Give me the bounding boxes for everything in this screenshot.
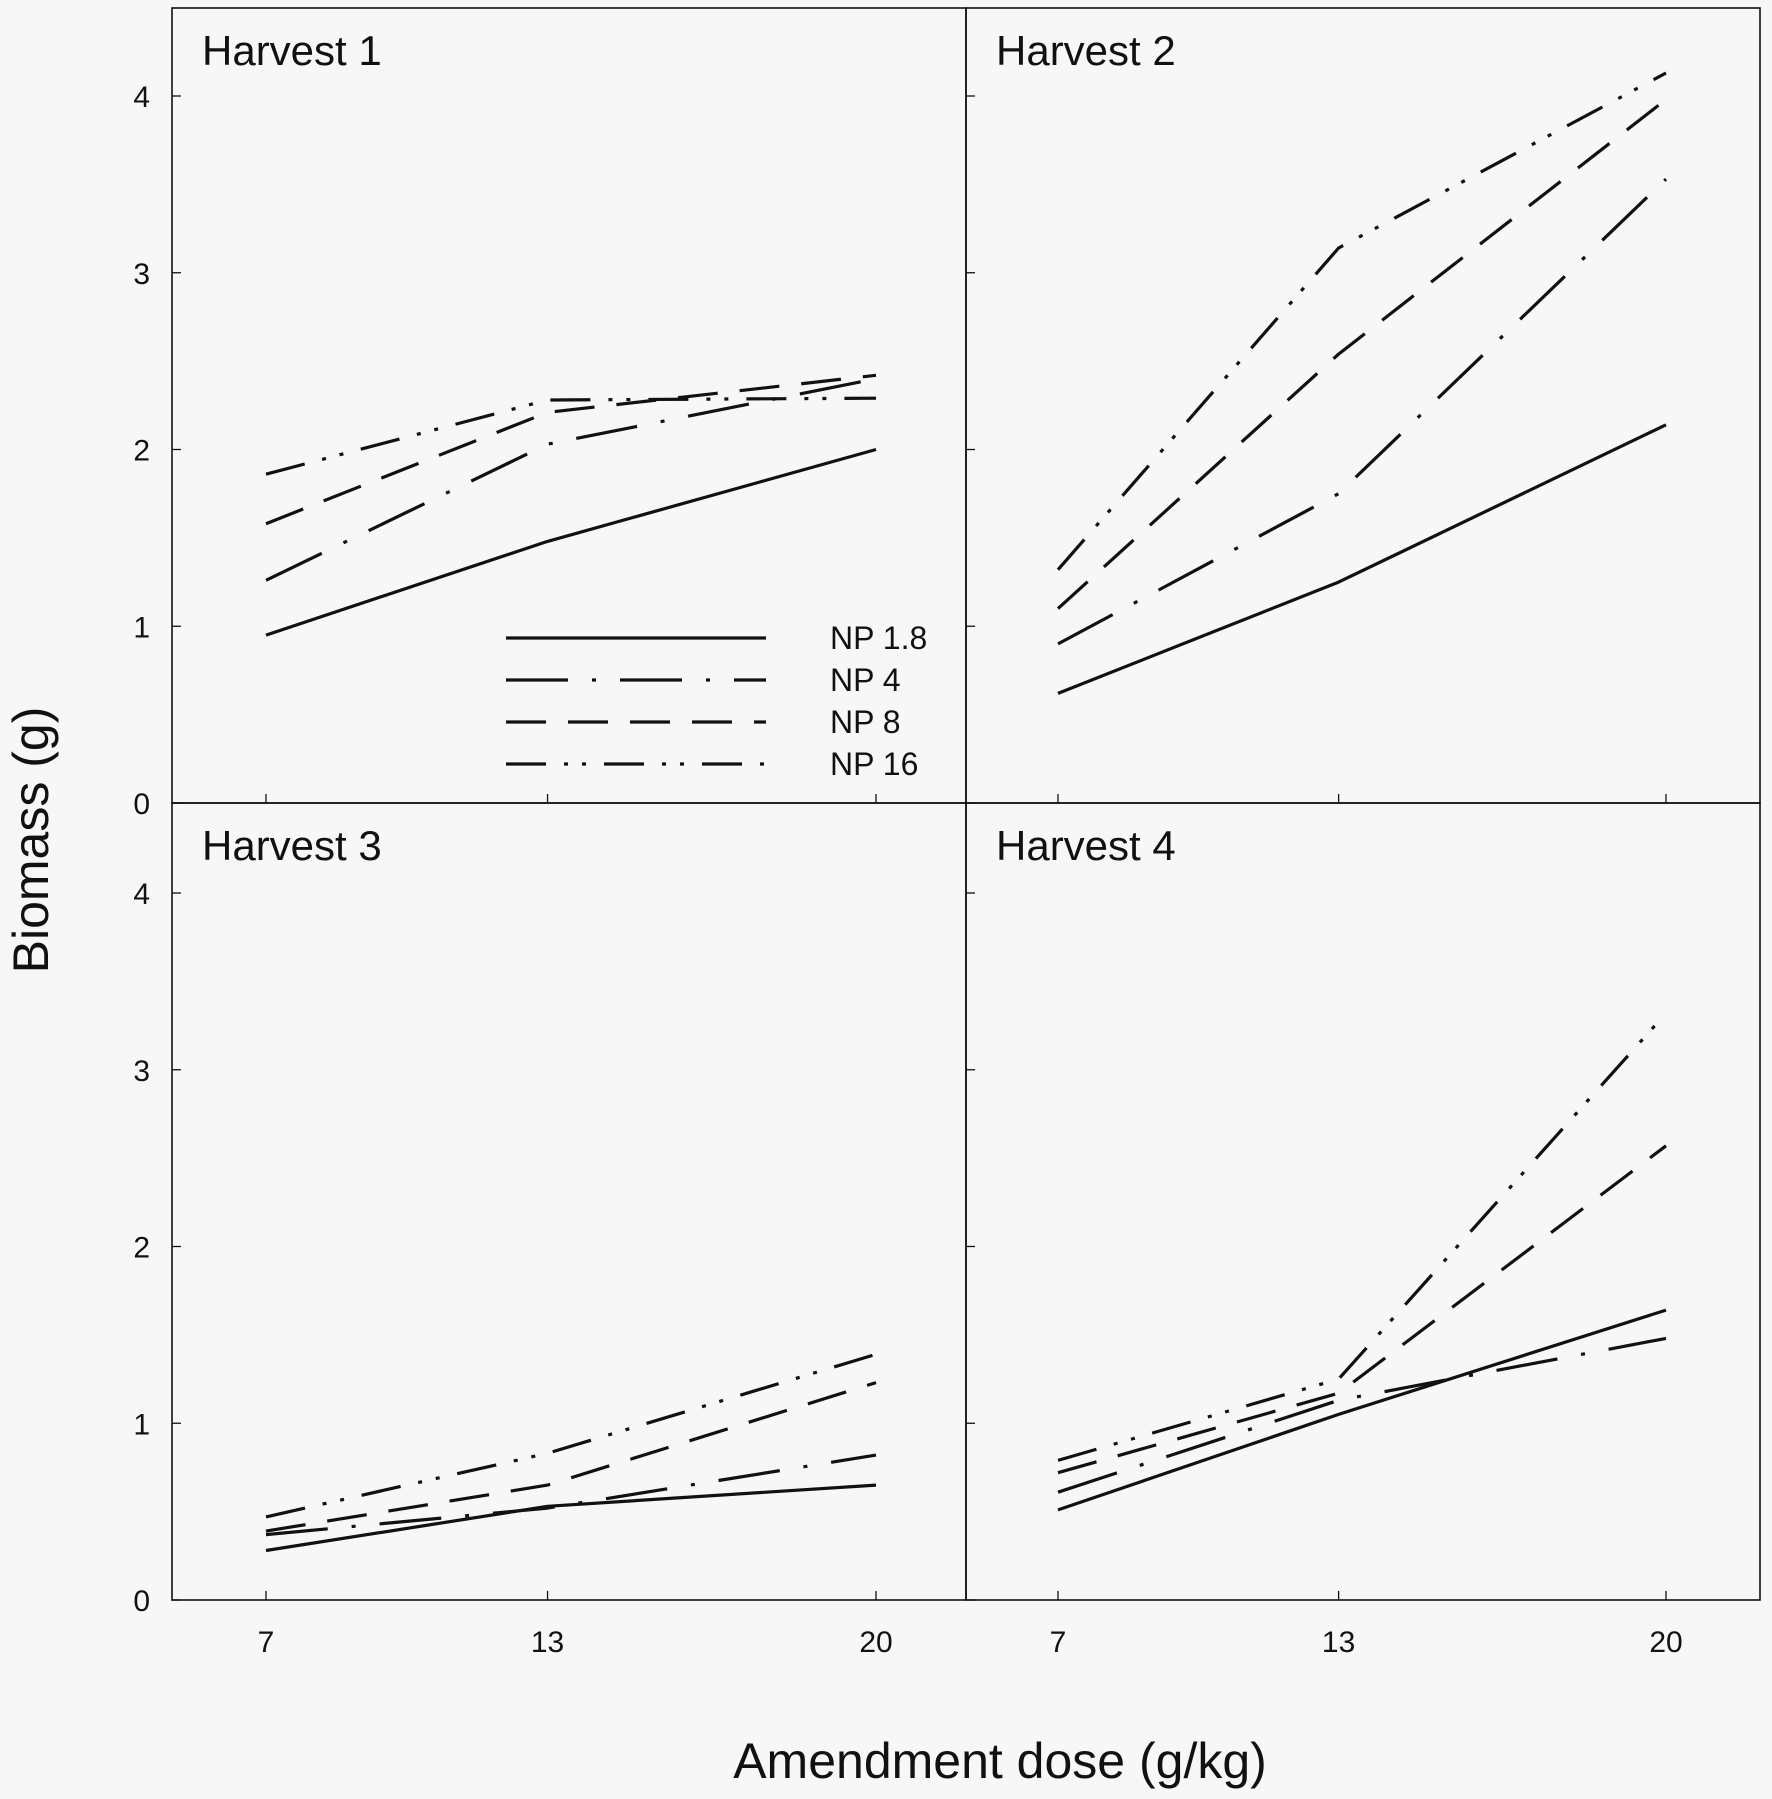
harvest-1-ytick-label-3: 3: [133, 258, 150, 291]
harvest-3-ytick-label-1: 1: [133, 1408, 150, 1441]
harvest-4-xtick-label-7: 7: [1050, 1626, 1067, 1659]
legend-label-np-8: NP 8: [830, 704, 901, 740]
legend-label-np-4: NP 4: [830, 662, 901, 698]
series-layer: [265, 71, 1668, 1553]
y-axis-title: Biomass (g): [3, 707, 59, 974]
harvest-3-ytick-label-3: 3: [133, 1055, 150, 1088]
harvest-2-series-np-1-8: [1057, 423, 1667, 695]
legend-label-np-1-8: NP 1.8: [830, 620, 927, 656]
harvest-3-series-np-16: [265, 1352, 877, 1519]
legend-layer: NP 1.8 NP 4 NP 8 NP 16: [506, 620, 927, 782]
harvest-1-series-np-1-8: [265, 447, 877, 637]
harvest-2-series-np-8: [1056, 98, 1667, 610]
harvest-1-series-np-16: [265, 396, 877, 476]
ticks-layer: 1 2 3 4 0 0 1 2 3 4 7 13 20 7 13 20: [133, 81, 1682, 1659]
harvest-3-ytick-label-2: 2: [133, 1232, 150, 1265]
harvest-3-ytick-label-0: 0: [133, 1585, 150, 1618]
harvest-3-ytick-label-4: 4: [133, 878, 150, 911]
harvest-4-xtick-label-20: 20: [1649, 1626, 1682, 1659]
harvest-3-xtick-label-7: 7: [258, 1626, 275, 1659]
x-axis-title: Amendment dose (g/kg): [733, 1733, 1267, 1789]
legend-label-np-16: NP 16: [830, 746, 918, 782]
harvest-2-series-np-16: [1056, 71, 1667, 571]
harvest-1-ytick-label-4: 4: [133, 81, 150, 114]
harvest-1-ytick-label-2: 2: [133, 435, 150, 468]
harvest-2-title: Harvest 2: [996, 27, 1176, 74]
harvest-2-series-np-4: [1057, 177, 1668, 646]
panels-layer: Harvest 1 Harvest 2 Harvest 3 Harvest 4: [171, 7, 1761, 1601]
harvest-3-series-np-8: [265, 1381, 877, 1533]
harvest-3-frame: [171, 802, 967, 1601]
harvest-4-title: Harvest 4: [996, 822, 1176, 869]
harvest-4-series-np-8: [1057, 1144, 1667, 1475]
harvest-1-ytick-label-0: 0: [133, 788, 150, 821]
harvest-1-ytick-label-1: 1: [133, 611, 150, 644]
harvest-4-xtick-label-13: 13: [1322, 1626, 1355, 1659]
harvest-1-series-np-8: [265, 373, 877, 526]
harvest-3-xtick-label-13: 13: [531, 1626, 564, 1659]
harvest-1-title: Harvest 1: [202, 27, 382, 74]
harvest-3-title: Harvest 3: [202, 822, 382, 869]
harvest-4-frame: [965, 802, 1761, 1601]
harvest-3-series-np-4: [265, 1453, 877, 1537]
harvest-3-series-np-1-8: [265, 1483, 877, 1553]
harvest-3-xtick-label-20: 20: [859, 1626, 892, 1659]
harvest-4-series-np-4: [1057, 1336, 1667, 1494]
harvest-4-series-np-16: [1057, 1012, 1668, 1462]
harvest-4-series-np-1-8: [1057, 1308, 1667, 1512]
